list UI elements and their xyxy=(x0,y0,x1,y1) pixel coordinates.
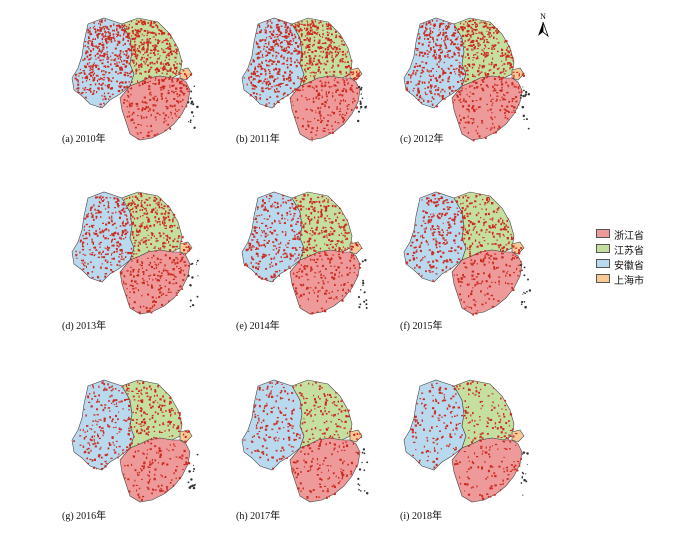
hotspot-dots xyxy=(405,19,526,142)
legend-swatch xyxy=(596,229,610,238)
province-zhejiang xyxy=(289,75,361,141)
panel-label: (h) 2017年 xyxy=(236,511,281,522)
province-zhejiang xyxy=(289,249,361,315)
legend-label: 浙江省 xyxy=(614,231,644,242)
panel-label: (f) 2015年 xyxy=(400,321,443,332)
panel-label: (b) 2011年 xyxy=(236,134,280,145)
map-panel-2016: (g) 2016年 xyxy=(60,365,230,525)
hotspot-dots xyxy=(410,380,522,500)
map-panel-2018: (i) 2018年 xyxy=(392,365,562,525)
hotspot-dots xyxy=(244,194,363,315)
panel-label: (a) 2010年 xyxy=(62,134,106,145)
province-shanghai xyxy=(511,67,525,81)
map-panel-2015: (f) 2015年 xyxy=(392,182,562,332)
province-zhejiang xyxy=(451,75,523,141)
legend-label: 上海市 xyxy=(614,276,644,287)
legend-swatch xyxy=(596,259,610,268)
map-panel-2017: (h) 2017年 xyxy=(230,365,400,525)
coastal-islands xyxy=(520,451,529,496)
panel-label: (i) 2018年 xyxy=(400,511,442,522)
north-arrow-icon: N xyxy=(536,12,550,40)
hotspot-dots xyxy=(243,19,361,142)
panel-label: (g) 2016年 xyxy=(62,511,107,522)
coastal-islands xyxy=(187,453,199,490)
hotspot-dots xyxy=(73,380,191,501)
coastal-islands xyxy=(357,258,368,309)
legend-swatch xyxy=(596,244,610,253)
province-zhejiang xyxy=(289,437,361,503)
map-panel-2012: (c) 2012年 xyxy=(392,8,562,158)
coastal-islands xyxy=(187,259,199,308)
map-panel-2013: (d) 2013年 xyxy=(60,182,230,332)
coastal-islands xyxy=(357,448,369,495)
coastal-islands xyxy=(519,263,532,309)
hotspot-dots xyxy=(405,192,523,316)
province-shanghai xyxy=(349,241,363,255)
map-panel-2014: (e) 2014年 xyxy=(230,182,400,332)
province-shanghai xyxy=(349,67,363,81)
legend-swatch xyxy=(596,274,610,283)
hotspot-dots xyxy=(243,381,362,499)
panel-label: (d) 2013年 xyxy=(62,321,107,332)
province-zhejiang xyxy=(451,437,523,503)
province-shanghai xyxy=(349,429,363,443)
coastal-islands xyxy=(356,85,368,123)
legend-label: 江苏省 xyxy=(614,246,644,257)
province-shanghai xyxy=(511,241,525,255)
legend-label: 安徽省 xyxy=(614,261,644,272)
north-letter: N xyxy=(540,12,546,21)
panel-label: (c) 2012年 xyxy=(400,134,444,145)
hotspot-dots xyxy=(75,192,191,314)
coastal-islands xyxy=(520,86,531,130)
coastal-islands xyxy=(187,85,199,129)
map-panel-2010: (a) 2010年 xyxy=(60,8,230,158)
map-panel-2011: (b) 2011年 xyxy=(230,8,400,158)
panel-label: (e) 2014年 xyxy=(236,321,280,332)
hotspot-dots xyxy=(74,19,192,140)
